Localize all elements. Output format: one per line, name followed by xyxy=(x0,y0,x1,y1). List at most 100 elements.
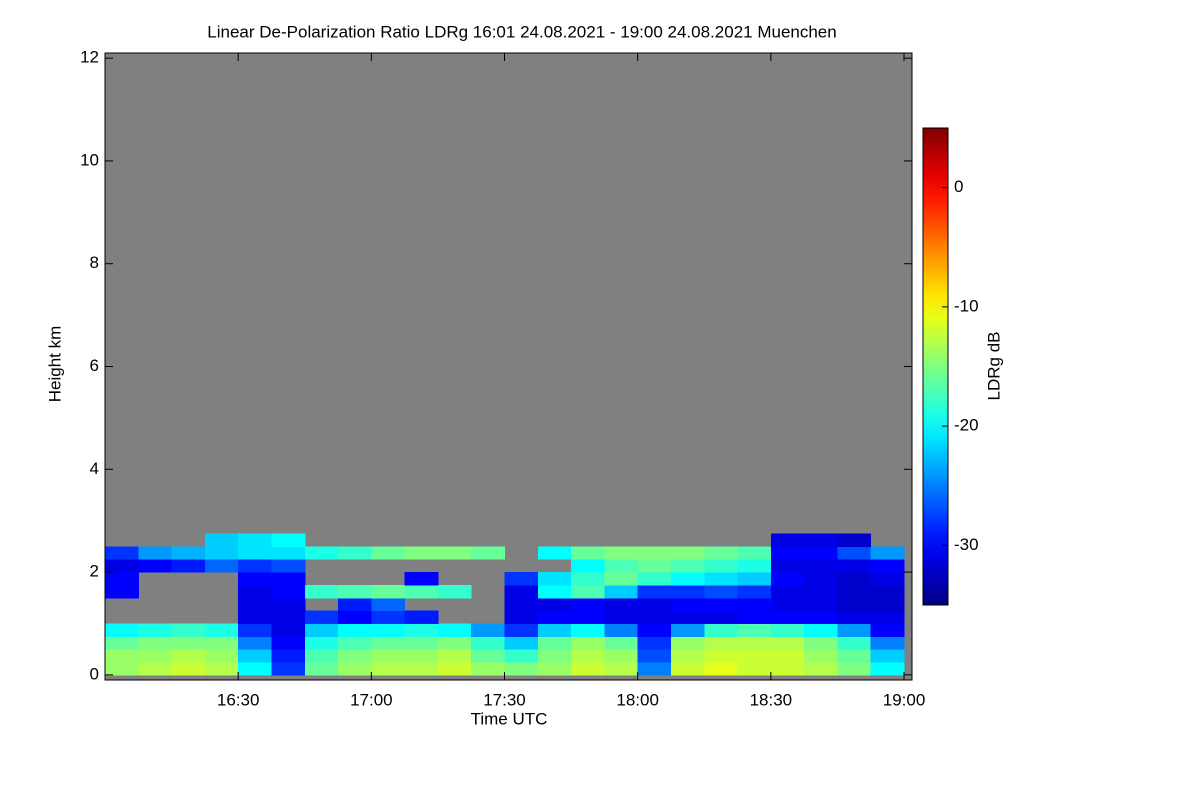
heatmap-cell xyxy=(138,662,173,676)
heatmap-cell xyxy=(504,610,539,624)
colorbar xyxy=(922,127,949,606)
heatmap-cell xyxy=(737,597,772,612)
heatmap-cell xyxy=(404,584,439,599)
heatmap-cell xyxy=(204,559,239,573)
heatmap-cell xyxy=(338,597,372,612)
heatmap-cell xyxy=(304,636,339,650)
heatmap-cell xyxy=(804,584,838,599)
heatmap-cell xyxy=(271,610,306,624)
heatmap-cell xyxy=(737,572,772,586)
heatmap-cell xyxy=(238,533,272,547)
heatmap-cell xyxy=(238,610,272,624)
heatmap-cell xyxy=(870,636,905,650)
heatmap-cell xyxy=(770,610,805,624)
heatmap-cell xyxy=(105,546,139,560)
heatmap-cell xyxy=(770,636,805,650)
x-tick-label: 18:00 xyxy=(616,690,659,709)
heatmap-cell xyxy=(504,584,539,599)
heatmap-cell xyxy=(304,623,339,637)
heatmap-cell xyxy=(670,584,705,599)
heatmap-cell xyxy=(804,597,838,612)
heatmap-cell xyxy=(138,636,173,650)
heatmap-cell xyxy=(704,636,739,650)
heatmap-cell xyxy=(171,662,206,676)
y-tick-label: 8 xyxy=(90,253,99,272)
heatmap-cell xyxy=(304,610,339,624)
heatmap-cell xyxy=(238,662,272,676)
heatmap-cell xyxy=(171,559,206,573)
heatmap-cell xyxy=(571,559,605,573)
heatmap-cell xyxy=(105,584,139,599)
heatmap-cell xyxy=(171,636,206,650)
heatmap-cell xyxy=(670,610,705,624)
heatmap-cell xyxy=(837,649,872,663)
heatmap-cell xyxy=(770,584,805,599)
heatmap-cell xyxy=(704,649,739,663)
heatmap-cell xyxy=(238,636,272,650)
y-tick-label: 2 xyxy=(90,562,99,581)
heatmap-cell xyxy=(604,610,639,624)
heatmap-cell xyxy=(571,546,605,560)
heatmap-cell xyxy=(670,572,705,586)
heatmap-cell xyxy=(604,546,639,560)
y-tick-label: 6 xyxy=(90,356,99,375)
heatmap-cell xyxy=(870,623,905,637)
y-tick-label: 10 xyxy=(80,150,99,169)
heatmap-cell xyxy=(271,546,306,560)
heatmap-cell xyxy=(571,610,605,624)
heatmap-cell xyxy=(670,649,705,663)
heatmap-cell xyxy=(404,649,439,663)
heatmap-cell xyxy=(471,636,506,650)
heatmap-cell xyxy=(105,623,139,637)
heatmap-cell xyxy=(837,662,872,676)
heatmap-cell xyxy=(637,546,672,560)
heatmap-cell xyxy=(604,636,639,650)
heatmap-cell xyxy=(670,662,705,676)
heatmap-cell xyxy=(371,649,406,663)
heatmap-cell xyxy=(238,546,272,560)
heatmap-cell xyxy=(770,559,805,573)
heatmap-cell xyxy=(837,533,872,547)
heatmap-cell xyxy=(437,649,472,663)
heatmap-cell xyxy=(670,636,705,650)
heatmap-cell xyxy=(737,546,772,560)
heatmap-cell xyxy=(637,584,672,599)
heatmap-cell xyxy=(804,533,838,547)
heatmap-cell xyxy=(637,623,672,637)
heatmap-cell xyxy=(204,636,239,650)
heatmap-cell xyxy=(571,623,605,637)
heatmap-cell xyxy=(304,649,339,663)
heatmap-cell xyxy=(404,610,439,624)
heatmap-cell xyxy=(637,559,672,573)
heatmap-cell xyxy=(504,597,539,612)
heatmap-cell xyxy=(138,649,173,663)
heatmap-cell xyxy=(471,546,506,560)
heatmap-cell xyxy=(837,572,872,586)
heatmap-cell xyxy=(437,623,472,637)
colorbar-tick-label: -30 xyxy=(954,535,979,554)
heatmap-cell xyxy=(870,572,905,586)
heatmap-cell xyxy=(437,636,472,650)
heatmap-cell xyxy=(537,584,572,599)
heatmap-cell xyxy=(238,559,272,573)
heatmap-cell xyxy=(704,546,739,560)
heatmap-cell xyxy=(371,546,406,560)
heatmap-cell xyxy=(471,662,506,676)
heatmap-cell xyxy=(171,623,206,637)
heatmap-cell xyxy=(371,610,406,624)
colorbar-label: LDRg dB xyxy=(984,332,1003,401)
heatmap-cell xyxy=(238,584,272,599)
heatmap-cell xyxy=(537,597,572,612)
heatmap-cell xyxy=(837,546,872,560)
heatmap-cell xyxy=(471,623,506,637)
heatmap-cell xyxy=(870,584,905,599)
heatmap-cell xyxy=(737,584,772,599)
heatmap-cell xyxy=(437,546,472,560)
heatmap-cell xyxy=(504,636,539,650)
heatmap-cell xyxy=(870,597,905,612)
heatmap-cell xyxy=(804,636,838,650)
heatmap-cell xyxy=(537,610,572,624)
heatmap-cell xyxy=(504,662,539,676)
heatmap-cell xyxy=(604,623,639,637)
